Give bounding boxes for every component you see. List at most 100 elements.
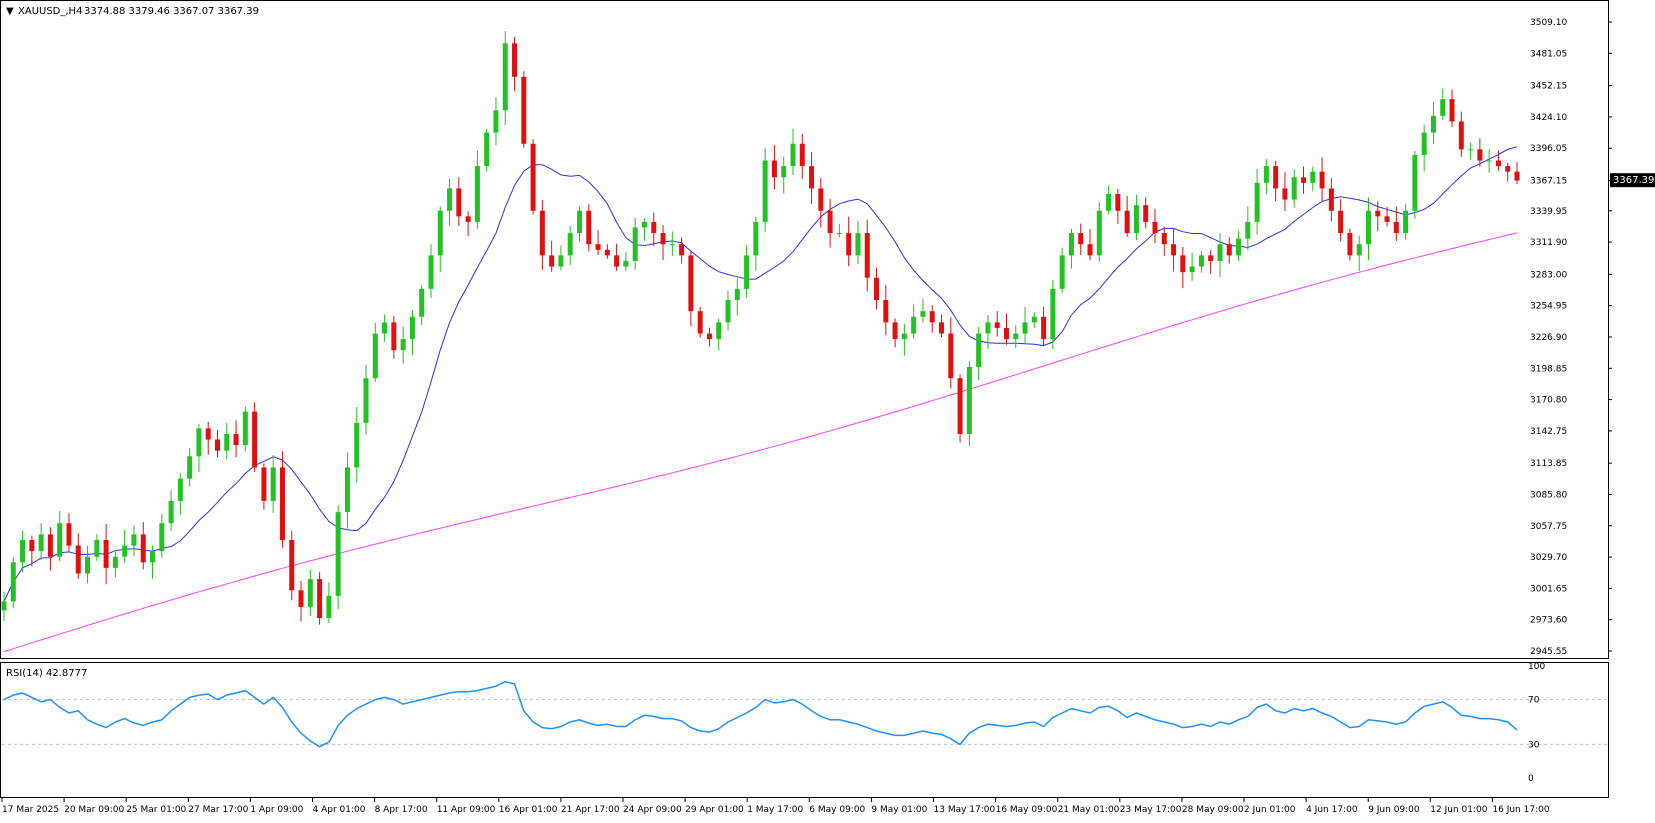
candlestick-series xyxy=(1,31,1520,625)
price-tick-label: 3254.95 xyxy=(1530,302,1567,312)
candle-body xyxy=(846,233,852,256)
price-tick-label: 2973.60 xyxy=(1530,616,1567,626)
time-tick-label: 4 Jun 17:00 xyxy=(1306,805,1358,815)
candle-body xyxy=(567,233,573,256)
candle-body xyxy=(957,378,963,434)
candle-body xyxy=(103,540,109,568)
candle-body xyxy=(1096,210,1102,256)
rsi-tick-label: 0 xyxy=(1528,774,1534,784)
candle-body xyxy=(465,216,471,222)
ohlc-values: 3374.88 3379.46 3367.07 3367.39 xyxy=(84,6,259,17)
candle-body xyxy=(85,556,91,574)
candle-body xyxy=(530,143,536,211)
candle-body xyxy=(1013,333,1019,340)
time-tick-label: 13 May 17:00 xyxy=(934,805,996,815)
candle-body xyxy=(493,110,499,133)
rsi-series xyxy=(3,680,1518,748)
candle-body xyxy=(604,249,610,256)
candle-body xyxy=(57,523,63,557)
candle-body xyxy=(400,339,406,351)
candle-body xyxy=(177,478,183,501)
candle-body xyxy=(1505,166,1511,172)
candle-body xyxy=(1412,154,1418,211)
candle-body xyxy=(892,322,898,340)
candle-body xyxy=(883,300,889,323)
price-tick-label: 3170.80 xyxy=(1530,396,1567,406)
candle-body xyxy=(771,160,777,178)
candle-body xyxy=(1338,210,1344,234)
candle-body xyxy=(809,166,815,189)
candle-body xyxy=(929,311,935,323)
candle-body xyxy=(150,551,156,563)
candle-body xyxy=(753,221,759,256)
candle-body xyxy=(688,255,694,312)
price-tick-label: 3509.10 xyxy=(1530,18,1567,28)
candle-body xyxy=(409,316,415,340)
chart-header[interactable]: ▼ XAUUSD_,H4 3374.88 3379.46 3367.07 336… xyxy=(6,6,259,17)
candle-body xyxy=(1189,266,1195,273)
time-tick-label: 9 Jun 09:00 xyxy=(1368,805,1420,815)
price-tick-label: 3311.90 xyxy=(1530,238,1567,248)
candle-body xyxy=(1282,188,1288,200)
candle-body xyxy=(1375,210,1381,217)
candle-body xyxy=(474,166,480,222)
candle-body xyxy=(168,500,174,524)
candle-body xyxy=(131,534,137,546)
candle-body xyxy=(1319,171,1325,189)
candle-body xyxy=(1,601,7,611)
time-tick-label: 4 Apr 01:00 xyxy=(313,805,366,815)
price-tick-label: 3142.75 xyxy=(1530,427,1567,437)
candle-body xyxy=(1208,255,1214,261)
candle-body xyxy=(827,210,833,234)
candle-body xyxy=(1495,160,1501,167)
candle-body xyxy=(1022,322,1028,334)
time-axis[interactable]: 17 Mar 2025 20 Mar 09:00 25 Mar 01:00 27 Ma… xyxy=(1,798,1550,815)
candle-body xyxy=(1403,210,1409,234)
candle-body xyxy=(1468,149,1474,151)
candle-body xyxy=(1477,149,1483,161)
candle-body xyxy=(1226,244,1232,256)
candle-body xyxy=(1384,216,1390,222)
candle-body xyxy=(1050,288,1056,340)
price-panel-frame xyxy=(0,0,1609,659)
candle-body xyxy=(549,255,555,267)
candle-body xyxy=(1152,221,1158,234)
candle-body xyxy=(233,433,239,446)
menu-triangle-icon[interactable]: ▼ xyxy=(6,6,14,17)
candle-body xyxy=(855,233,861,256)
candle-body xyxy=(790,143,796,167)
candle-body xyxy=(1041,316,1047,340)
candle-body xyxy=(558,255,564,267)
candle-body xyxy=(1236,238,1242,256)
candle-body xyxy=(1143,205,1149,222)
candle-body xyxy=(539,210,545,256)
candle-body xyxy=(864,233,870,278)
candle-body xyxy=(242,411,248,446)
candle-body xyxy=(1310,171,1316,183)
time-tick-label: 2 Jun 01:00 xyxy=(1244,805,1296,815)
candle-body xyxy=(799,143,805,167)
candle-body xyxy=(762,160,768,222)
candle-body xyxy=(456,188,462,217)
candle-body xyxy=(75,545,81,574)
price-tick-label: 3367.15 xyxy=(1530,176,1567,186)
candle-body xyxy=(1087,244,1093,256)
candle-body xyxy=(187,456,193,479)
time-tick-label: 21 Apr 17:00 xyxy=(561,805,620,815)
candle-body xyxy=(697,311,703,334)
ma-slow-line xyxy=(3,232,1518,653)
candle-body xyxy=(1245,221,1251,239)
price-axis[interactable]: 3509.10 3481.05 3452.15 3424.10 3396.05 3367.… xyxy=(1530,18,1612,657)
candle-body xyxy=(10,562,16,602)
candle-body xyxy=(1393,221,1399,234)
candle-body xyxy=(66,523,72,546)
candle-body xyxy=(289,540,295,591)
time-tick-label: 20 Mar 09:00 xyxy=(64,805,124,815)
candle-body xyxy=(335,512,341,596)
candle-body xyxy=(679,244,685,256)
candle-body xyxy=(706,333,712,340)
candle-body xyxy=(1301,177,1307,183)
time-tick-label: 1 Apr 09:00 xyxy=(250,805,303,815)
